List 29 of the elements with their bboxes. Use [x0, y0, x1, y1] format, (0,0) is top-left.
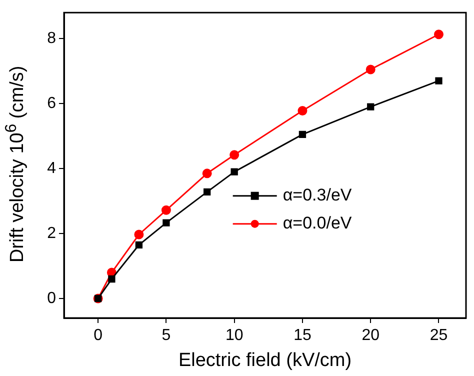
point	[434, 30, 444, 40]
x-tick-label: 20	[362, 327, 380, 344]
point	[135, 241, 143, 248]
legend-label: α=0.0/eV	[282, 214, 352, 233]
point	[230, 150, 240, 160]
x-tick-label: 25	[430, 327, 448, 344]
point	[298, 106, 308, 116]
point	[161, 205, 171, 215]
point	[204, 188, 211, 196]
point	[367, 103, 374, 110]
point	[202, 168, 212, 178]
x-axis-title: Electric field (kV/cm)	[178, 350, 352, 371]
point	[134, 230, 144, 240]
y-tick-label: 0	[47, 290, 56, 307]
point	[298, 130, 306, 138]
y-tick-label: 8	[47, 30, 56, 47]
point	[366, 64, 376, 74]
point	[435, 77, 442, 84]
point	[162, 219, 170, 226]
x-tick-label: 10	[225, 327, 244, 344]
x-tick-label: 0	[94, 327, 103, 344]
x-tick-label: 5	[162, 327, 171, 344]
y-tick-label: 4	[47, 160, 56, 177]
point	[108, 275, 116, 283]
legend-label: α=0.3/eV	[282, 186, 352, 205]
x-tick-label: 15	[294, 327, 312, 344]
point	[230, 168, 238, 176]
y-tick-label: 6	[47, 94, 56, 112]
y-tick-label: 2	[47, 224, 56, 242]
